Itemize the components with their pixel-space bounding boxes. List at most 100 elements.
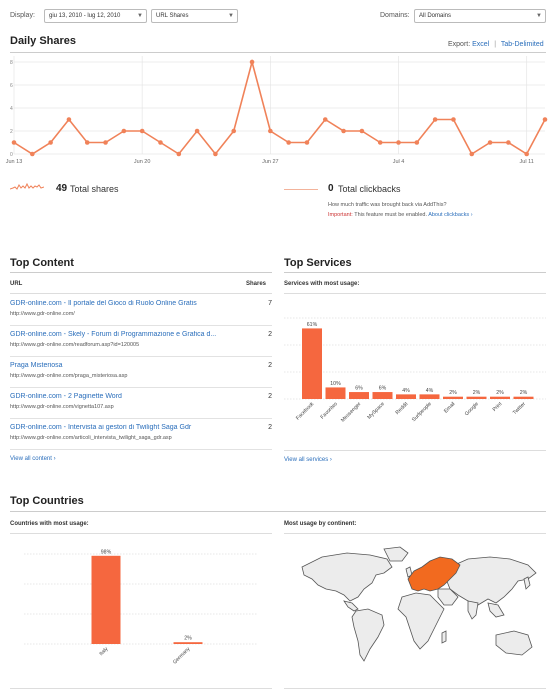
data-point: [377, 140, 383, 145]
metric-select[interactable]: URL Shares ▼: [151, 9, 238, 23]
content-row-link[interactable]: Praga Misteriosa: [10, 362, 63, 369]
content-row-url: http://www.gdr-online.com/: [10, 311, 75, 317]
continent-subtitle: Most usage by continent:: [284, 521, 357, 527]
bar-value-label: 10%: [330, 381, 341, 387]
content-row-link[interactable]: GDR-online.com - 2 Paginette Word: [10, 393, 122, 400]
bar: [490, 396, 510, 399]
export-tab-delimited-link[interactable]: Tab-Delimited: [500, 41, 544, 48]
chevron-down-icon: ▼: [536, 13, 542, 19]
display-label: Display:: [10, 12, 35, 19]
data-point: [103, 140, 108, 145]
category-label: Twitter: [512, 401, 527, 416]
bar: [173, 642, 203, 644]
x-tick-label: Jul 4: [393, 159, 405, 165]
y-tick-label: 8: [10, 60, 13, 66]
y-tick-label: 2: [10, 129, 13, 135]
about-clickbacks-link[interactable]: About clickbacks ›: [428, 212, 473, 218]
south-america-shape: [351, 608, 385, 662]
data-point: [121, 128, 127, 134]
bar-value-label: 2%: [184, 636, 192, 642]
export-label: Export:: [448, 41, 471, 48]
x-tick-label: Jun 20: [134, 159, 151, 165]
total-shares-number: 49: [56, 183, 68, 194]
southeast-asia-shape: [487, 602, 505, 618]
domains-select[interactable]: All Domains ▼: [414, 9, 546, 23]
bar-value-label: 61%: [307, 322, 318, 328]
data-point: [451, 117, 456, 122]
divider: [284, 293, 546, 294]
clickbacks-note: Important: This feature must be enabled.…: [328, 212, 473, 218]
japan-shape: [523, 576, 531, 590]
shares-sparkline-icon: [10, 182, 44, 190]
content-row-link[interactable]: GDR-online.com - Intervista ai gestori d…: [10, 424, 192, 431]
divider: [10, 356, 272, 357]
bar: [302, 328, 322, 399]
bar: [396, 394, 416, 399]
domains-value: All Domains: [419, 13, 452, 19]
data-point: [304, 140, 310, 145]
data-point: [139, 128, 145, 134]
category-label: Print: [492, 401, 504, 413]
y-tick-label: 4: [10, 106, 13, 112]
bar: [91, 555, 121, 644]
content-row-shares: 7: [268, 300, 272, 307]
data-point: [30, 151, 35, 157]
content-row-link[interactable]: GDR-online.com - Skely - Forum di Progra…: [10, 331, 217, 338]
data-point: [213, 151, 218, 157]
data-point: [249, 59, 255, 65]
daily-shares-title: Daily Shares: [10, 35, 77, 47]
content-row-url: http://www.gdr-online.com/readforum.asp?…: [10, 342, 140, 348]
category-label: Facebook: [295, 401, 316, 422]
data-point: [176, 151, 182, 157]
divider: [284, 533, 546, 534]
bar-value-label: 98%: [101, 549, 112, 555]
australia-shape: [495, 630, 533, 656]
bar-value-label: 2%: [449, 390, 457, 396]
date-range-value: giu 13, 2010 - lug 12, 2010: [49, 13, 121, 19]
divider: [10, 293, 272, 294]
category-label: Italy: [98, 646, 109, 657]
madagascar-shape: [441, 630, 447, 644]
clickbacks-line-icon: [284, 189, 318, 190]
total-clickbacks-number: 0: [328, 183, 334, 194]
total-shares-label: Total shares: [70, 184, 119, 194]
daily-shares-chart: 0 2 4 6 8 Jun 13 Jun 20 Jun 27 Jul 4 Jul 11: [6, 56, 548, 165]
europe-shape: [407, 556, 461, 592]
content-row-url: http://www.gdr-online.com/praga_misterio…: [10, 373, 128, 379]
category-label: Messenger: [340, 401, 363, 424]
date-range-select[interactable]: giu 13, 2010 - lug 12, 2010 ▼: [44, 9, 147, 23]
north-america-shape: [301, 552, 393, 602]
data-point: [524, 151, 529, 157]
content-row-link[interactable]: GDR-online.com - Il portale del Gioco di…: [10, 300, 197, 307]
bar: [419, 394, 440, 399]
bar-value-label: 6%: [379, 386, 387, 392]
divider: [10, 52, 546, 53]
divider: [10, 418, 272, 419]
data-point: [322, 117, 328, 122]
data-point: [396, 140, 401, 145]
y-tick-label: 6: [10, 83, 13, 89]
services-subtitle: Services with most usage:: [284, 281, 360, 287]
bar: [513, 396, 534, 399]
data-point: [231, 128, 237, 134]
bar-value-label: 4%: [426, 388, 434, 394]
data-point: [487, 140, 493, 145]
category-label: Google: [464, 401, 480, 417]
bar-value-label: 2%: [473, 390, 481, 396]
top-countries-chart: 98% 2% Italy Germany: [24, 549, 258, 666]
metric-value: URL Shares: [156, 13, 189, 19]
important-label: Important:: [328, 212, 353, 218]
data-point: [48, 140, 53, 145]
view-all-services-link[interactable]: View all services ›: [284, 457, 332, 463]
divider: [10, 387, 272, 388]
top-countries-title: Top Countries: [10, 495, 84, 507]
divider: [10, 688, 272, 689]
view-all-content-link[interactable]: View all content ›: [10, 456, 56, 462]
india-shape: [467, 600, 479, 620]
export-excel-link[interactable]: Excel: [472, 41, 490, 48]
data-point: [506, 140, 511, 145]
data-point: [469, 151, 475, 157]
x-tick-label: Jun 13: [6, 159, 23, 165]
chevron-down-icon: ▼: [137, 13, 143, 19]
countries-subtitle: Countries with most usage:: [10, 521, 89, 527]
